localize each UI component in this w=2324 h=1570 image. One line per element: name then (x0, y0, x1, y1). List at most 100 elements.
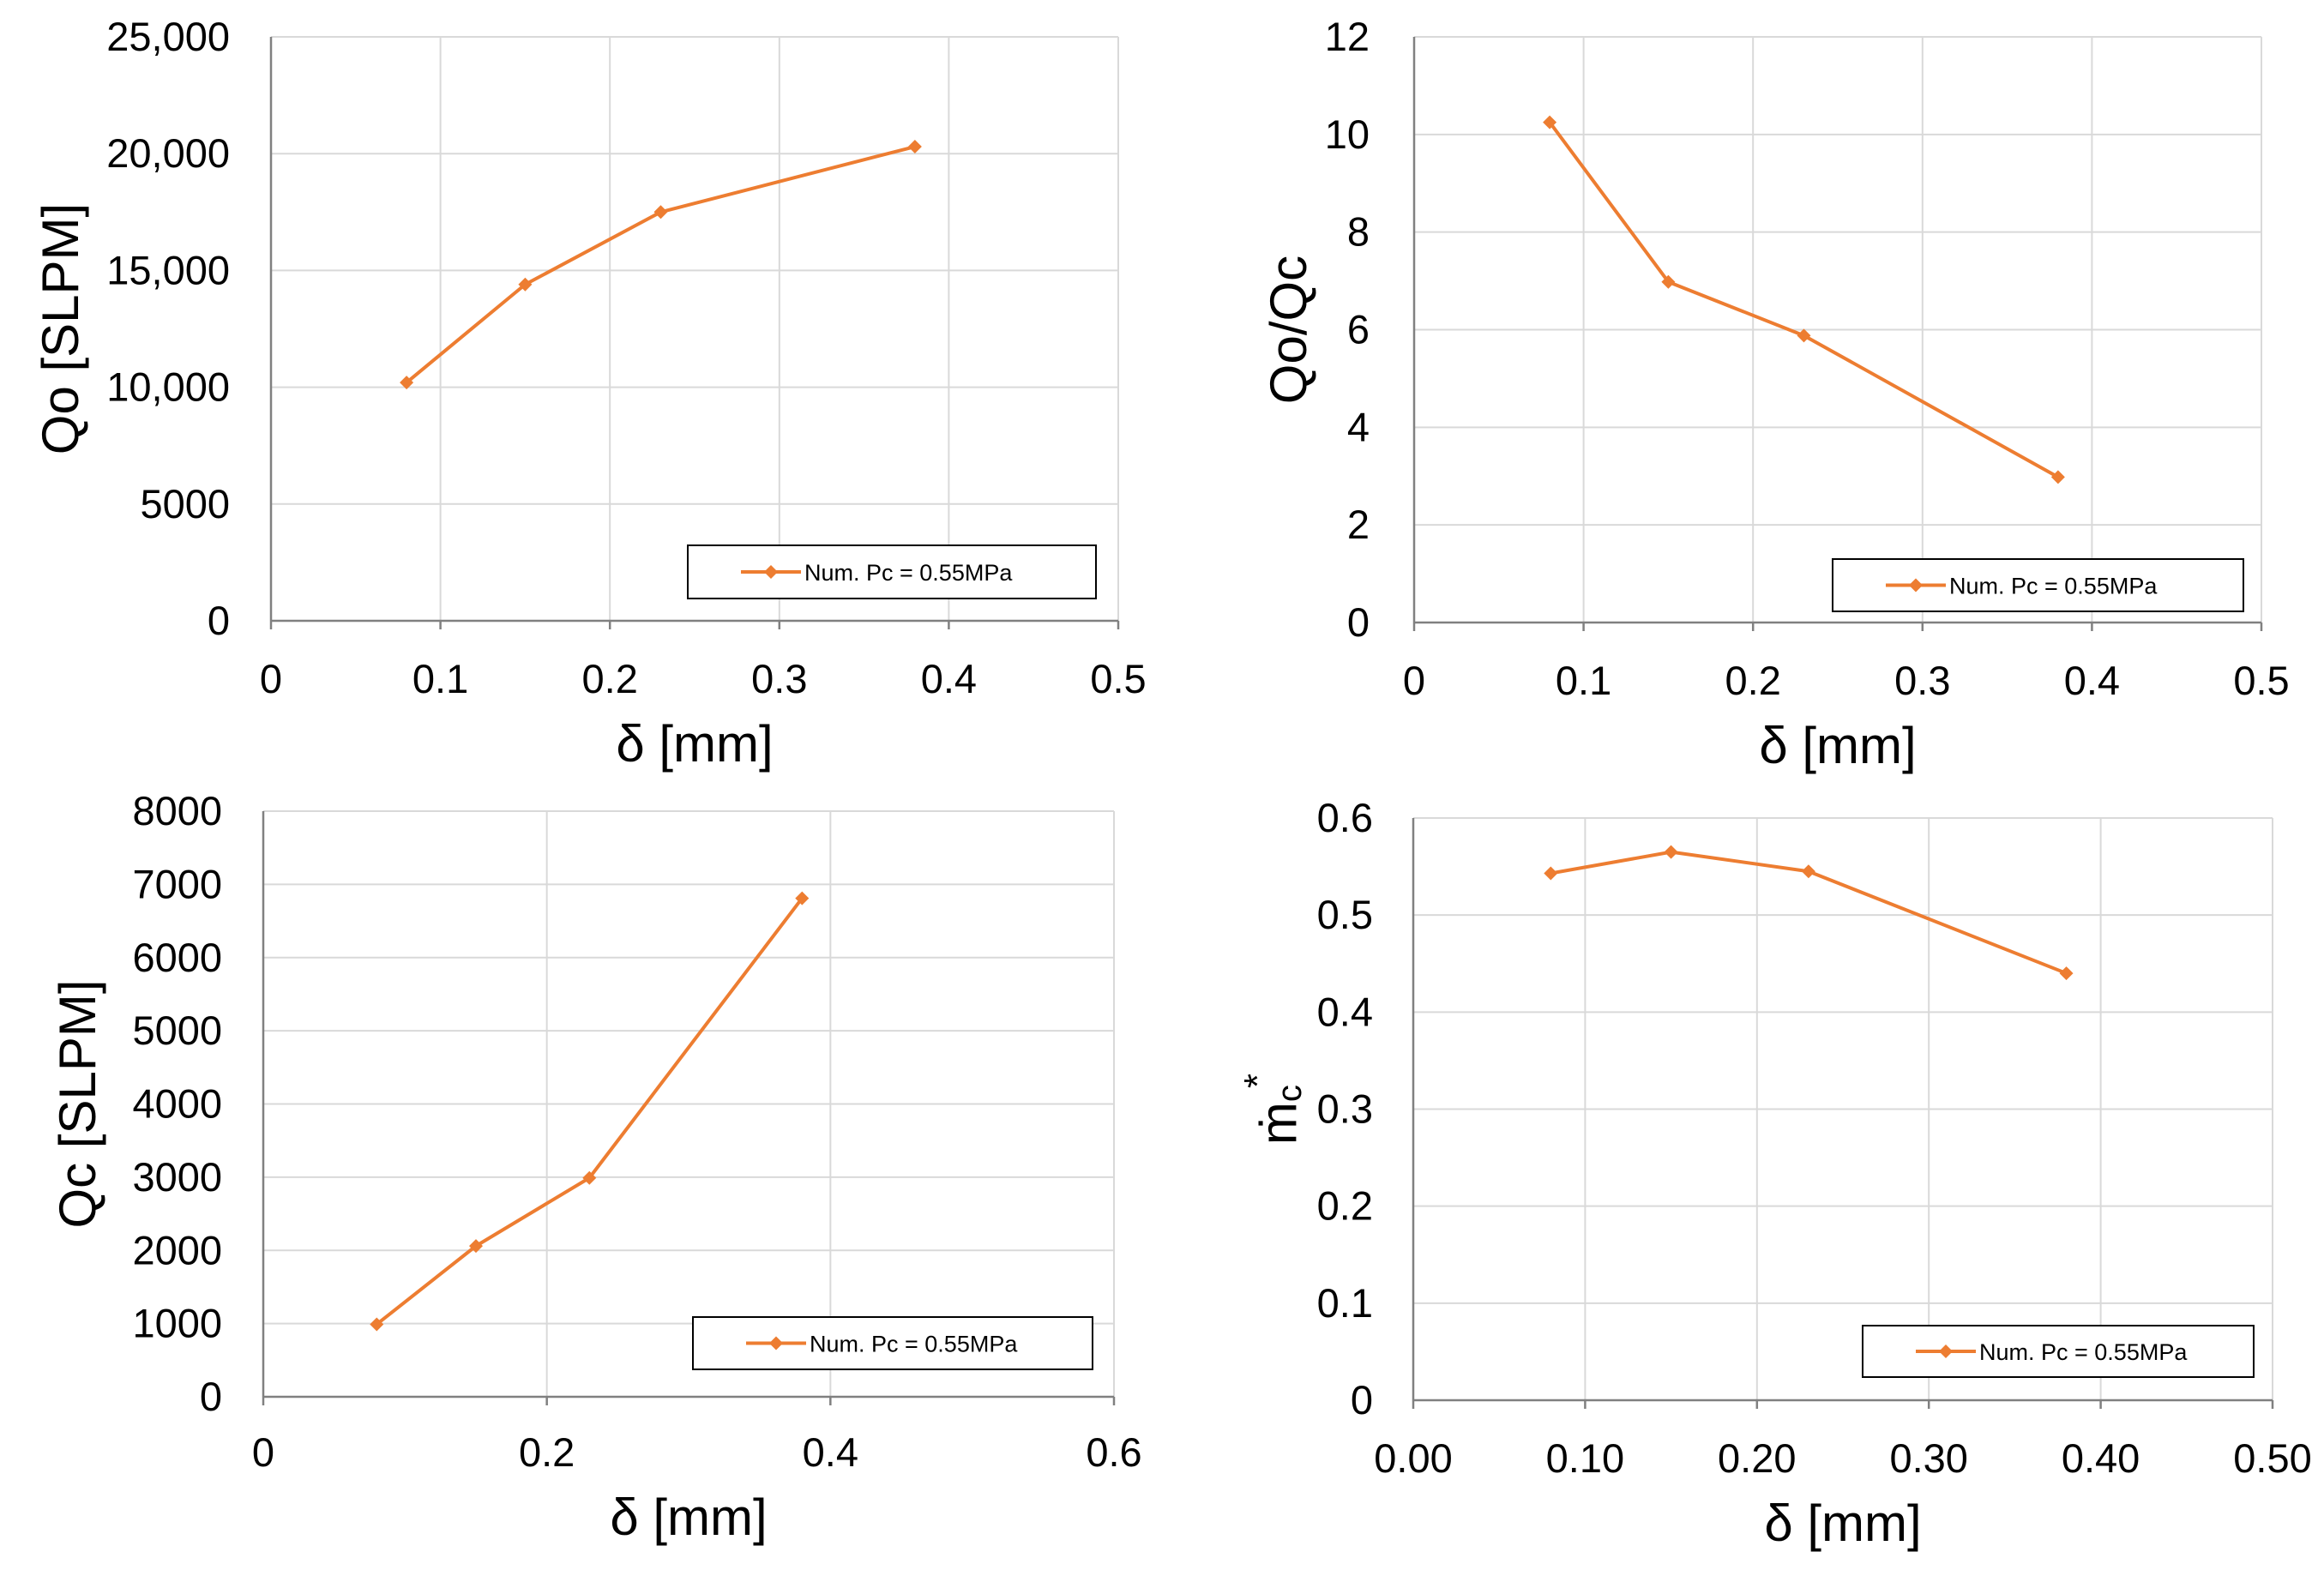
legend-label: Num. Pc = 0.55MPa (1949, 574, 2158, 599)
x-tick-label: 0.2 (1725, 658, 1781, 703)
y-tick-label: 7000 (132, 861, 222, 906)
y-tick-label: 0.1 (1317, 1280, 1373, 1326)
x-tick-label: 0 (1403, 658, 1425, 703)
x-tick-label: 0.5 (2233, 658, 2289, 703)
data-point-marker (1544, 866, 1558, 881)
legend-label: Num. Pc = 0.55MPa (1979, 1339, 2188, 1365)
y-tick-label: 5000 (140, 481, 230, 526)
x-axis-title: δ [mm] (1764, 1495, 1921, 1552)
x-tick-label: 0 (260, 656, 282, 701)
x-tick-label: 0.3 (1894, 658, 1950, 703)
x-tick-label: 0.10 (1546, 1435, 1624, 1481)
series-line (405, 145, 916, 384)
data-point-marker (795, 891, 810, 905)
chart-1: 0 0.1 0.2 0.3 0.4 0.5 0 5000 10,000 15,000 20,000 2… (32, 14, 1147, 773)
y-tick-label: 15,000 (106, 247, 230, 292)
x-tick-label: 0.5 (1090, 656, 1146, 701)
x-tick-label: 0.1 (1556, 658, 1611, 703)
y-axis-title-main: Qo [SLPM] (32, 203, 89, 454)
data-point-marker (518, 277, 533, 292)
x-tick-label: 0.2 (519, 1429, 575, 1475)
legend: Num. Pc = 0.55MPa (1862, 1325, 2255, 1378)
y-tick-label: 0.4 (1317, 989, 1373, 1034)
legend-marker-swatch (1909, 578, 1923, 593)
y-tick-label: 8000 (132, 788, 222, 833)
legend-marker-swatch (769, 1336, 783, 1350)
chart-4: 0.00 0.10 0.20 0.30 0.40 0.50 0 0.1 0.2 0.3 0.4 0.5… (1237, 795, 2312, 1552)
y-tick-label: 6000 (132, 935, 222, 980)
x-tick-label: 0.2 (582, 656, 638, 701)
y-tick-label: 3000 (132, 1154, 222, 1200)
y-tick-label: 0.3 (1317, 1086, 1373, 1132)
legend: Num. Pc = 0.55MPa (692, 1316, 1093, 1370)
series-line (1548, 121, 2059, 479)
y-tick-label: 0 (1351, 1377, 1373, 1423)
y-axis-title-main: Qc [SLPM] (49, 979, 106, 1228)
x-tick-label: 0.4 (803, 1429, 858, 1475)
data-point-marker (1543, 115, 1557, 129)
x-tick-label: 0.4 (921, 656, 977, 701)
legend-marker-swatch (1939, 1344, 1953, 1358)
y-tick-label: 2 (1347, 502, 1370, 547)
x-tick-label: 0 (252, 1429, 274, 1475)
y-tick-label: 0.2 (1317, 1183, 1373, 1229)
y-tick-label: 0.5 (1317, 892, 1373, 937)
y-axis-title: ṁc* (1237, 1074, 1310, 1145)
data-point-marker (653, 205, 668, 220)
x-tick-label: 0.6 (1086, 1429, 1141, 1475)
y-tick-label: 0 (200, 1374, 222, 1419)
chart-3: 0 0.2 0.4 0.6 0 1000 2000 3000 4000 5000 6000 7000 8… (49, 788, 1142, 1546)
x-axis-title: δ [mm] (1759, 717, 1916, 774)
x-tick-label: 0.20 (1718, 1435, 1796, 1481)
series-line (1550, 850, 2068, 975)
y-tick-label: 4000 (132, 1081, 222, 1127)
y-axis-title: Qo/Qc (1260, 256, 1317, 404)
data-point-marker (1801, 864, 1815, 879)
y-tick-label: 0 (1347, 599, 1370, 645)
y-tick-label: 10 (1325, 111, 1370, 157)
y-tick-label: 5000 (132, 1008, 222, 1053)
y-axis-title-subscript: c (1271, 1085, 1309, 1102)
data-point-marker (1797, 328, 1811, 343)
x-tick-label: 0.3 (751, 656, 807, 701)
legend: Num. Pc = 0.55MPa (687, 544, 1097, 599)
y-axis-title-superscript: * (1237, 1074, 1279, 1088)
y-tick-label: 8 (1347, 209, 1370, 255)
data-point-marker (582, 1170, 597, 1185)
y-tick-label: 12 (1325, 14, 1370, 59)
y-axis-title-main: Qo/Qc (1260, 256, 1317, 404)
y-axis-title: Qo [SLPM] (32, 203, 89, 454)
y-axis-title: Qc [SLPM] (49, 979, 106, 1228)
y-axis-title-main: ṁ (1249, 1102, 1307, 1145)
data-point-marker (1664, 845, 1678, 859)
legend: Num. Pc = 0.55MPa (1832, 558, 2244, 612)
legend-marker-swatch (764, 565, 778, 579)
x-tick-label: 0.00 (1374, 1435, 1452, 1481)
y-tick-label: 2000 (132, 1227, 222, 1272)
data-point-marker (469, 1239, 483, 1254)
y-tick-label: 0 (208, 598, 230, 643)
x-tick-label: 0.30 (1889, 1435, 1967, 1481)
x-tick-label: 0.1 (412, 656, 468, 701)
y-tick-label: 20,000 (106, 130, 230, 176)
data-point-marker (370, 1317, 384, 1332)
x-tick-label: 0.40 (2062, 1435, 2140, 1481)
y-tick-label: 10,000 (106, 364, 230, 410)
data-point-marker (2050, 470, 2065, 484)
legend-label: Num. Pc = 0.55MPa (804, 560, 1013, 586)
y-tick-label: 1000 (132, 1301, 222, 1346)
data-point-marker (907, 140, 922, 154)
x-axis-title: δ [mm] (616, 715, 773, 773)
y-tick-label: 0.6 (1317, 795, 1373, 840)
y-tick-label: 25,000 (106, 14, 230, 59)
series-line (376, 897, 804, 1326)
x-tick-label: 0.4 (2064, 658, 2120, 703)
x-tick-label: 0.50 (2233, 1435, 2311, 1481)
x-axis-title: δ [mm] (610, 1489, 767, 1546)
data-point-marker (2059, 966, 2074, 981)
y-tick-label: 4 (1347, 404, 1370, 449)
data-point-marker (1661, 274, 1676, 289)
legend-label: Num. Pc = 0.55MPa (810, 1332, 1018, 1357)
data-point-marker (400, 376, 414, 390)
